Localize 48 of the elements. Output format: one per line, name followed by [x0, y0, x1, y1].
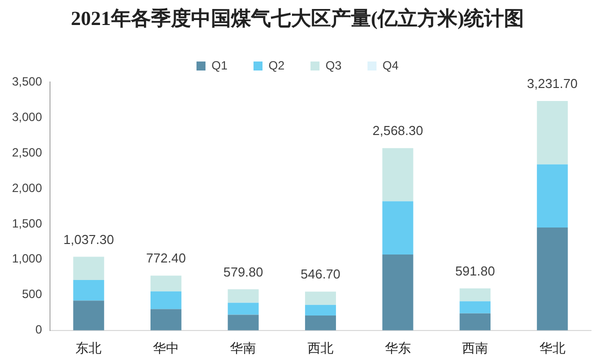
bar	[150, 276, 182, 292]
bar	[382, 201, 414, 254]
y-tick-label: 2,500	[12, 145, 42, 160]
y-tick-label: 500	[22, 287, 42, 302]
bar	[536, 101, 568, 164]
bar	[382, 148, 414, 202]
x-tick-label: 华北	[539, 342, 566, 357]
bar	[536, 164, 568, 228]
bar	[228, 289, 259, 303]
bar	[73, 256, 104, 280]
x-tick-label: 东北	[76, 342, 102, 357]
bar	[150, 291, 182, 310]
legend-label: Q4	[382, 58, 399, 72]
bar	[228, 314, 259, 330]
x-tick-label: 华南	[230, 342, 256, 357]
y-tick-label: 2,000	[12, 180, 42, 195]
total-label: 546.70	[300, 266, 340, 282]
bar	[305, 292, 336, 305]
bar	[460, 313, 491, 330]
bar	[305, 315, 336, 330]
bar	[73, 300, 104, 330]
bar	[150, 309, 182, 330]
total-label: 579.80	[223, 264, 264, 280]
legend-label: Q3	[326, 58, 342, 72]
total-label: 591.80	[455, 263, 495, 278]
chart-title: 2021年各季度中国煤气七大区产量(亿立方米)统计图	[70, 7, 524, 30]
legend-label: Q1	[211, 58, 228, 72]
legend-label: Q2	[268, 58, 285, 72]
bar	[382, 254, 414, 330]
x-tick-label: 西南	[462, 342, 488, 357]
bar	[73, 280, 104, 301]
bar	[305, 304, 336, 316]
y-tick-label: 3,000	[12, 110, 42, 124]
bar	[460, 288, 491, 302]
y-tick-label: 1,500	[12, 216, 42, 230]
total-label: 1,037.30	[63, 232, 114, 247]
x-tick-label: 华中	[152, 342, 179, 357]
bar	[460, 301, 491, 314]
y-tick-label: 1,000	[12, 252, 42, 266]
y-tick-label: 0	[35, 322, 42, 337]
x-tick-label: 华东	[384, 342, 411, 357]
total-label: 772.40	[146, 250, 186, 266]
total-label: 2,568.30	[372, 123, 424, 138]
bar	[228, 302, 259, 315]
bar	[536, 227, 568, 330]
total-label: 3,231.70	[527, 76, 578, 92]
x-tick-label: 西北	[308, 342, 334, 357]
y-tick-label: 3,500	[12, 74, 42, 88]
